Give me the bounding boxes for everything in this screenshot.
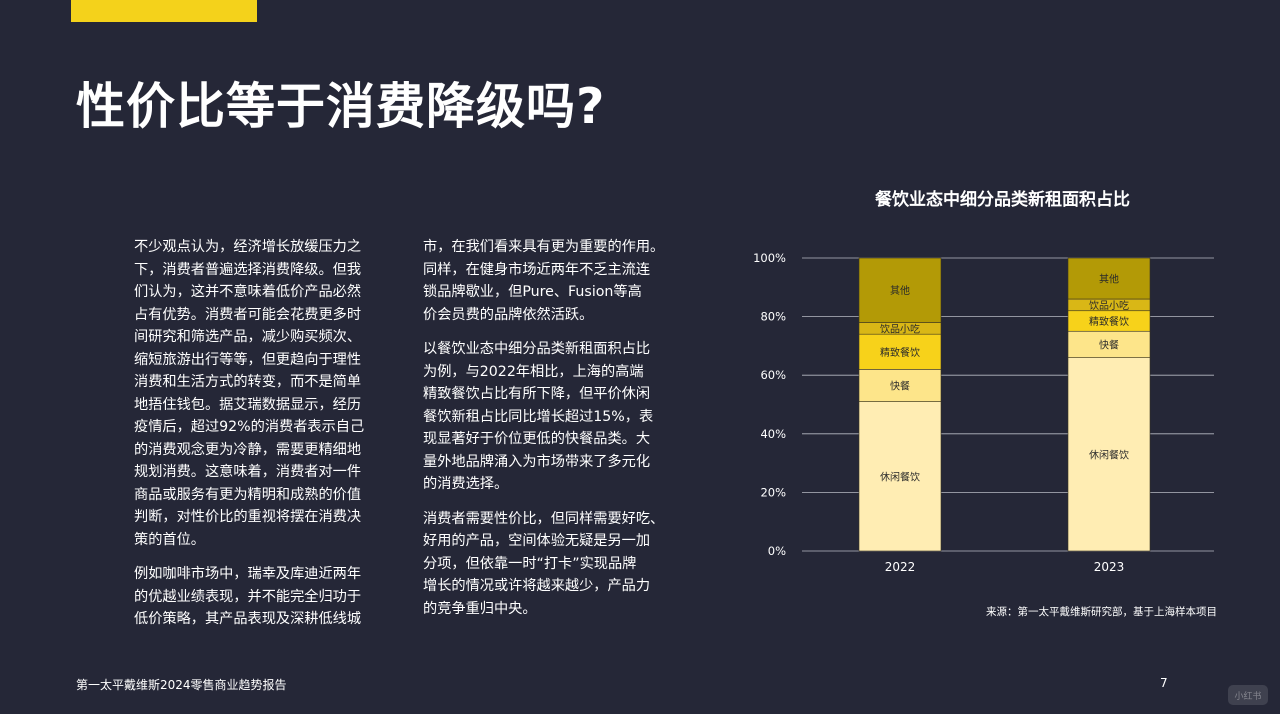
page-number: 7 [1160,676,1168,690]
segment-label: 其他 [1099,273,1119,286]
x-tick-label: 2023 [1094,560,1125,574]
bar-segment [858,369,942,402]
paragraph: 例如咖啡市场中，瑞幸及库迪近两年 的优越业绩表现，并不能完全归功于 低价策略，其… [134,566,362,627]
x-tick-label: 2022 [885,560,916,574]
footer-report-name: 第一太平戴维斯2024零售商业趋势报告 [76,678,287,692]
segment-label: 精致餐饮 [880,346,920,359]
y-tick-label: 80% [760,310,786,324]
stacked-bar-chart: 0%20%40%60%80%100%休闲餐饮快餐精致餐饮饮品小吃其他2022休闲… [753,251,1214,574]
y-tick-label: 0% [768,544,786,558]
y-tick-label: 20% [760,485,786,499]
y-tick-label: 40% [760,427,786,441]
chart-source: 来源：第一太平戴维斯研究部，基于上海样本项目 [986,606,1217,618]
bar-segment [858,333,942,370]
segment-label: 饮品小吃 [1089,299,1129,312]
bar-segment [858,401,942,552]
chart-title: 餐饮业态中细分品类新租面积占比 [875,190,1130,210]
segment-label: 快餐 [1099,338,1119,351]
paragraph: 以餐饮业态中细分品类新租面积占比 为例，与2022年相比，上海的高端 精致餐饮占… [423,341,654,492]
text-column-left: 不少观点认为，经济增长放缓压力之 下，消费者普遍选择消费降级。但我 们认为，这并… [134,236,384,631]
watermark-logo: 小红书 [1228,685,1268,705]
bar-segment [1067,257,1151,300]
segment-label: 休闲餐饮 [1089,448,1129,461]
segment-label: 饮品小吃 [880,322,920,335]
page-title: 性价比等于消费降级吗? [76,78,606,135]
y-tick-label: 100% [753,251,786,265]
paragraph: 市，在我们看来具有更为重要的作用。 同样，在健身市场近两年不乏主流连 锁品牌歇业… [423,239,665,323]
segment-label: 精致餐饮 [1089,315,1129,328]
bar-segment [1067,330,1151,358]
paragraph: 不少观点认为，经济增长放缓压力之 下，消费者普遍选择消费降级。但我 们认为，这并… [134,239,365,548]
accent-bar [71,0,257,22]
segment-label: 快餐 [890,379,910,392]
text-column-right: 市，在我们看来具有更为重要的作用。 同样，在健身市场近两年不乏主流连 锁品牌歇业… [423,236,683,620]
segment-label: 休闲餐饮 [880,470,920,483]
paragraph: 消费者需要性价比，但同样需要好吃、 好用的产品，空间体验无疑是另一加 分项，但依… [423,510,665,617]
y-tick-label: 60% [760,368,786,382]
bar-segment [858,257,942,323]
segment-label: 其他 [890,284,910,297]
